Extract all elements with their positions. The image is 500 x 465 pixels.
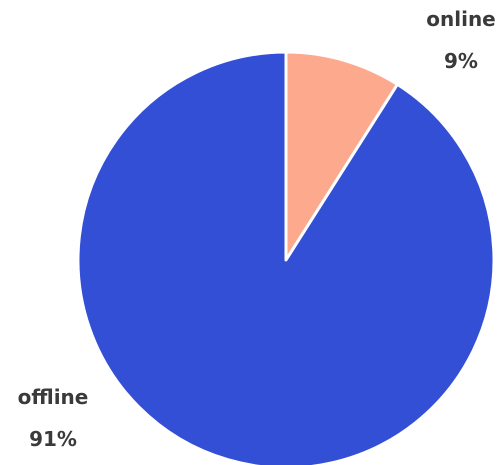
slice-label-offline-percent: 91% [29, 427, 77, 451]
slice-label-online-name: online [426, 7, 496, 31]
pie-slice-offline [76, 50, 496, 465]
slice-label-offline-name: offline [18, 385, 89, 409]
pie-slices [76, 50, 496, 465]
slice-label-online-percent: 9% [444, 49, 478, 73]
pie-labels: online 9% offline 91% [18, 7, 496, 451]
pie-slice-online [284, 50, 399, 262]
